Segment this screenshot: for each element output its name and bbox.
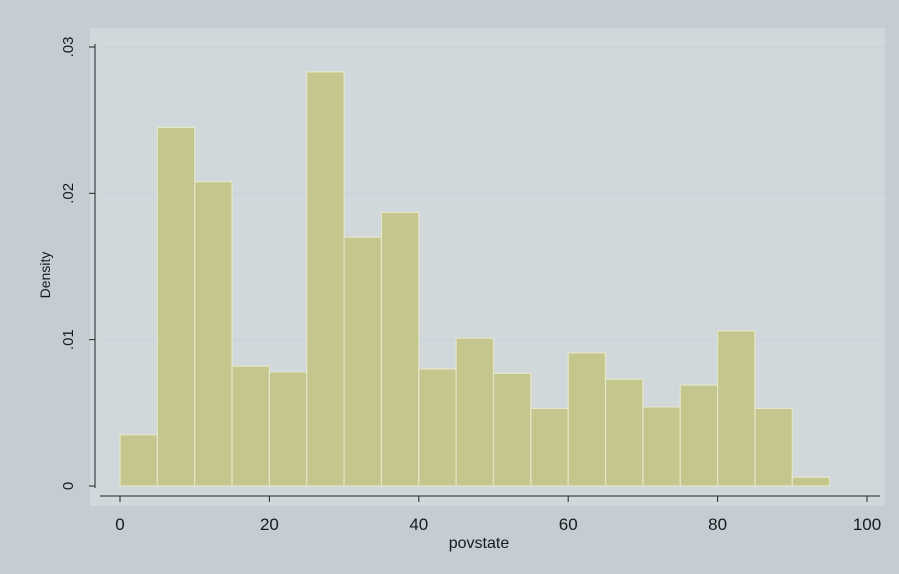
x-tick-label: 80 [708, 515, 727, 534]
y-tick-label: .02 [60, 183, 77, 204]
x-tick-label: 40 [409, 515, 428, 534]
x-tick-label: 60 [559, 515, 578, 534]
y-tick-label: 0 [60, 482, 77, 490]
histogram-bar [754, 407, 793, 487]
histogram-bar [455, 337, 495, 487]
y-axis-ticks: 0 .01 .02 .03 [60, 37, 95, 490]
histogram-bar [306, 71, 345, 487]
histogram-bar [119, 434, 158, 487]
histogram-bar [530, 407, 569, 487]
x-axis-label: povstate [449, 535, 510, 552]
histogram-bar [791, 476, 831, 487]
histogram-bar [567, 352, 607, 487]
histogram-bar [642, 406, 681, 487]
x-axis-ticks: 0 20 40 60 80 100 [115, 496, 881, 534]
histogram-bar [156, 126, 196, 487]
x-tick-label: 100 [853, 515, 881, 534]
histogram-bar [604, 378, 644, 487]
histogram-bar [492, 372, 532, 487]
histogram-bar [418, 368, 457, 487]
histogram-bar [343, 236, 383, 487]
histogram-bar [231, 365, 271, 487]
y-axis-label: Density [37, 252, 53, 299]
y-tick-label: .01 [60, 329, 77, 350]
y-tick-label: .03 [60, 37, 77, 58]
x-tick-label: 20 [260, 515, 279, 534]
axes [94, 44, 880, 497]
histogram-bar [380, 211, 420, 487]
histogram-bar [268, 371, 308, 487]
x-tick-label: 0 [115, 515, 124, 534]
histogram-bar [194, 181, 233, 487]
histogram-bar [679, 384, 719, 487]
histogram-bar [716, 330, 756, 487]
histogram-bars [119, 71, 831, 487]
